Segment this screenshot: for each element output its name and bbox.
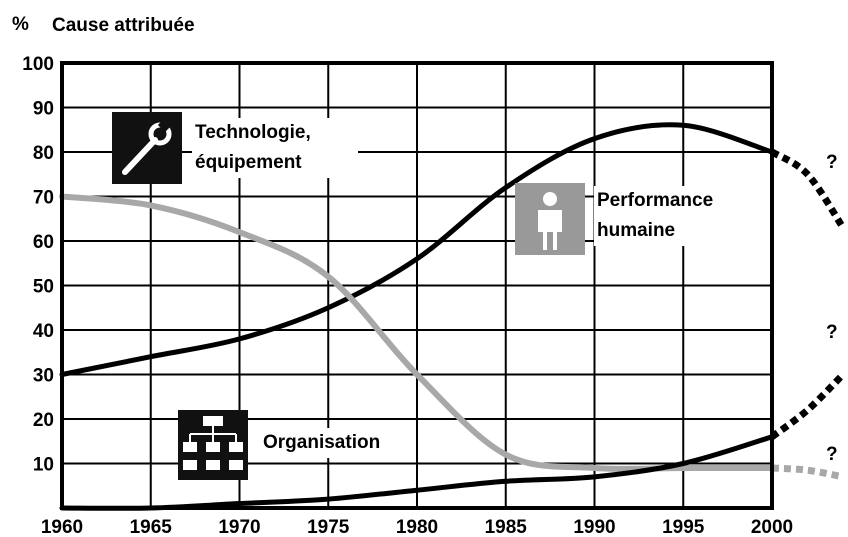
y-tick-label: 60: [33, 232, 54, 253]
x-tick-label: 1980: [396, 517, 438, 537]
y-tick-label: 70: [33, 188, 54, 209]
series-label: Technologie, équipement: [192, 118, 358, 178]
projection-line: [769, 372, 846, 440]
projection-label: ?: [826, 152, 838, 173]
y-tick-label: 40: [33, 321, 54, 342]
series-line: [59, 122, 775, 377]
y-tick-label: 50: [33, 277, 54, 298]
y-tick-label: 10: [33, 455, 54, 476]
x-tick-label: 1995: [662, 517, 705, 537]
projection-line: [770, 148, 846, 230]
series-label: Organisation: [260, 428, 384, 458]
x-tick-label: 1975: [307, 517, 350, 537]
y-unit: %: [12, 14, 29, 35]
plot-frame: [60, 61, 774, 510]
series-label: Performance humaine: [594, 186, 770, 246]
technology-icon: [112, 112, 182, 184]
projection-line: [771, 464, 844, 481]
organisation-icon: [178, 410, 248, 480]
y-tick-label: 100: [22, 54, 54, 75]
x-tick-label: 1970: [218, 517, 260, 537]
projection-label: ?: [826, 444, 838, 465]
y-tick-label: 90: [33, 99, 54, 120]
projection-label: ?: [826, 322, 838, 343]
y-axis-label: Cause attribuée: [52, 15, 195, 36]
human-icon: [515, 183, 585, 255]
y-tick-label: 30: [33, 366, 54, 387]
x-tick-label: 1990: [573, 517, 615, 537]
x-tick-label: 1985: [485, 517, 528, 537]
x-tick-label: 2000: [751, 517, 793, 537]
y-tick-label: 80: [33, 143, 54, 164]
x-tick-label: 1965: [130, 517, 173, 537]
x-tick-label: 1960: [41, 517, 83, 537]
y-tick-label: 20: [33, 410, 54, 431]
